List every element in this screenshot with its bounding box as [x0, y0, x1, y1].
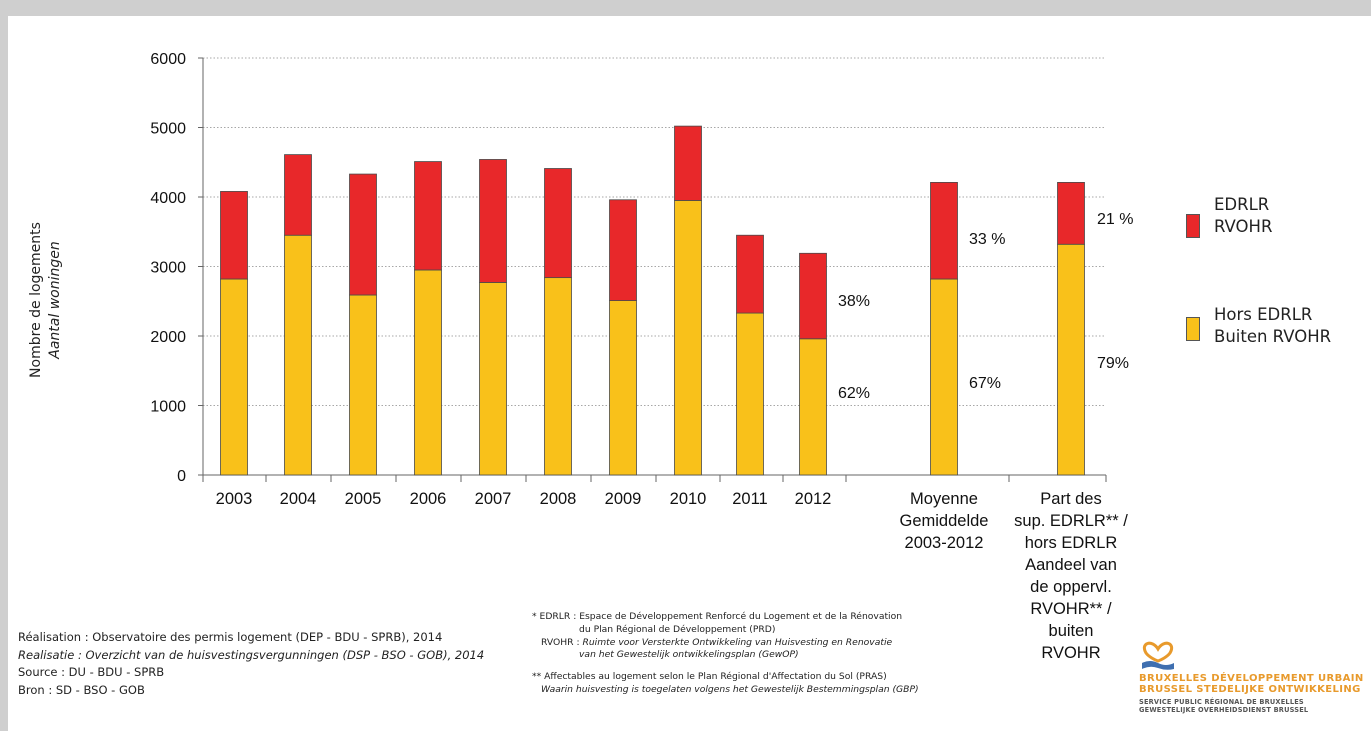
data-label: 33 %	[969, 231, 1005, 248]
footer-realisation: Réalisation : Observatoire des permis lo…	[18, 630, 443, 644]
logo-text-fr: BRUXELLES DÉVELOPPEMENT URBAIN	[1139, 673, 1364, 684]
note-rvohr-text: Ruimte voor Versterkte Ontwikkeling van …	[582, 636, 893, 648]
left-border	[0, 0, 8, 731]
y-axis-label-nl: Aantal woningen	[47, 241, 63, 359]
x-tick-label: 2007	[475, 490, 512, 508]
note-rvohr-label: RVOHR :	[541, 636, 580, 648]
y-tick-label: 0	[177, 468, 186, 485]
bar-hors-edrlr-9	[736, 312, 764, 476]
legend-label-edrlr: EDRLR RVOHR	[1214, 194, 1272, 238]
x-tick-label: Moyenne Gemiddelde 2003-2012	[900, 490, 989, 552]
y-tick-label: 5000	[150, 121, 186, 138]
logo-subtext-nl: GEWESTELIJKE OVERHEIDSDIENST BRUSSEL	[1139, 706, 1309, 714]
bar-hors-edrlr-2	[284, 234, 312, 476]
y-axis-label: Nombre de logements Aantal woningen	[16, 150, 76, 450]
bar-hors-edrlr-12	[1057, 243, 1085, 476]
bar-edrlr-6	[544, 168, 572, 279]
logo-heart-icon	[1142, 641, 1174, 670]
y-axis-label-fr: Nombre de logements	[28, 222, 44, 378]
logo-subtext-fr: SERVICE PUBLIC RÉGIONAL DE BRUXELLES	[1139, 698, 1304, 706]
bar-edrlr-1	[220, 191, 248, 280]
bar-edrlr-12	[1057, 182, 1085, 245]
x-tick-label: 2004	[280, 490, 317, 508]
note-rvohr-line2: van het Gewestelijk ontwikkelingsplan (G…	[579, 649, 799, 661]
bar-edrlr-2	[284, 154, 312, 236]
legend-label-hors-edrlr: Hors EDRLR Buiten RVOHR	[1214, 304, 1331, 348]
legend-label-edrlr-line2: RVOHR	[1214, 217, 1273, 236]
bar-hors-edrlr-4	[414, 269, 442, 476]
x-tick-label: 2012	[795, 490, 832, 508]
y-tick-label: 4000	[150, 190, 186, 207]
bar-edrlr-9	[736, 234, 764, 314]
data-label: 21 %	[1097, 211, 1133, 228]
legend-label-hors-edrlr-line1: Hors EDRLR	[1214, 305, 1313, 324]
bar-hors-edrlr-6	[544, 277, 572, 476]
legend-label-hors-edrlr-line2: Buiten RVOHR	[1214, 327, 1332, 346]
legend-label-edrlr-line1: EDRLR	[1214, 195, 1270, 214]
bar-edrlr-4	[414, 161, 442, 271]
bar-edrlr-7	[609, 199, 637, 301]
bar-edrlr-5	[479, 159, 507, 283]
y-tick-label: 1000	[150, 399, 186, 416]
x-tick-label: 2011	[732, 490, 767, 508]
x-tick-label: 2009	[605, 490, 642, 508]
footer-credits: Réalisation : Observatoire des permis lo…	[18, 629, 484, 699]
bar-edrlr-10	[799, 252, 827, 340]
data-label: 67%	[969, 375, 1001, 392]
footer-bron: Bron : SD - BSO - GOB	[18, 682, 145, 697]
legend-swatch-edrlr	[1186, 214, 1200, 238]
bar-hors-edrlr-11	[930, 278, 958, 476]
bar-hors-edrlr-8	[674, 200, 702, 476]
logo-text-nl: BRUSSEL STEDELIJKE ONTWIKKELING	[1139, 684, 1361, 695]
legend-swatch-hors-edrlr	[1186, 317, 1200, 341]
note-gbp: Waarin huisvesting is toegelaten volgens…	[541, 683, 919, 695]
footer-realisatie: Realisatie : Overzicht van de huisvestin…	[18, 647, 485, 662]
bar-edrlr-3	[349, 173, 377, 296]
bar-hors-edrlr-10	[799, 338, 827, 476]
data-label: 38%	[838, 293, 870, 310]
footnotes: * EDRLR : Espace de Développement Renfor…	[532, 611, 919, 697]
note-edrlr-line1: * EDRLR : Espace de Développement Renfor…	[532, 611, 903, 622]
top-border	[0, 0, 1371, 16]
x-tick-label: 2008	[540, 490, 577, 508]
data-label: 79%	[1097, 355, 1129, 372]
bar-hors-edrlr-7	[609, 300, 637, 476]
y-tick-label: 6000	[150, 51, 186, 68]
bar-edrlr-8	[674, 125, 702, 201]
y-tick-label: 3000	[150, 260, 186, 277]
y-tick-label: 2000	[150, 329, 186, 346]
note-rvohr-line1: RVOHR : Ruimte voor Versterkte Ontwikkel…	[532, 637, 919, 650]
bar-edrlr-11	[930, 182, 958, 280]
brussels-urban-development-logo: BRUXELLES DÉVELOPPEMENT URBAIN BRUSSEL S…	[1136, 639, 1371, 731]
x-tick-label: 2003	[216, 490, 253, 508]
x-tick-label: 2005	[345, 490, 382, 508]
footer-source: Source : DU - BDU - SPRB	[18, 665, 165, 679]
bar-hors-edrlr-5	[479, 282, 507, 476]
data-label: 62%	[838, 385, 870, 402]
bar-hors-edrlr-3	[349, 294, 377, 476]
x-tick-label: Part des sup. EDRLR** / hors EDRLR Aandeel …	[1014, 490, 1128, 662]
x-tick-label: 2006	[410, 490, 447, 508]
note-pras: ** Affectables au logement selon le Plan…	[532, 671, 887, 683]
note-edrlr-line2: du Plan Régional de Développement (PRD)	[579, 623, 776, 635]
x-tick-label: 2010	[670, 490, 707, 508]
bar-hors-edrlr-1	[220, 278, 248, 476]
